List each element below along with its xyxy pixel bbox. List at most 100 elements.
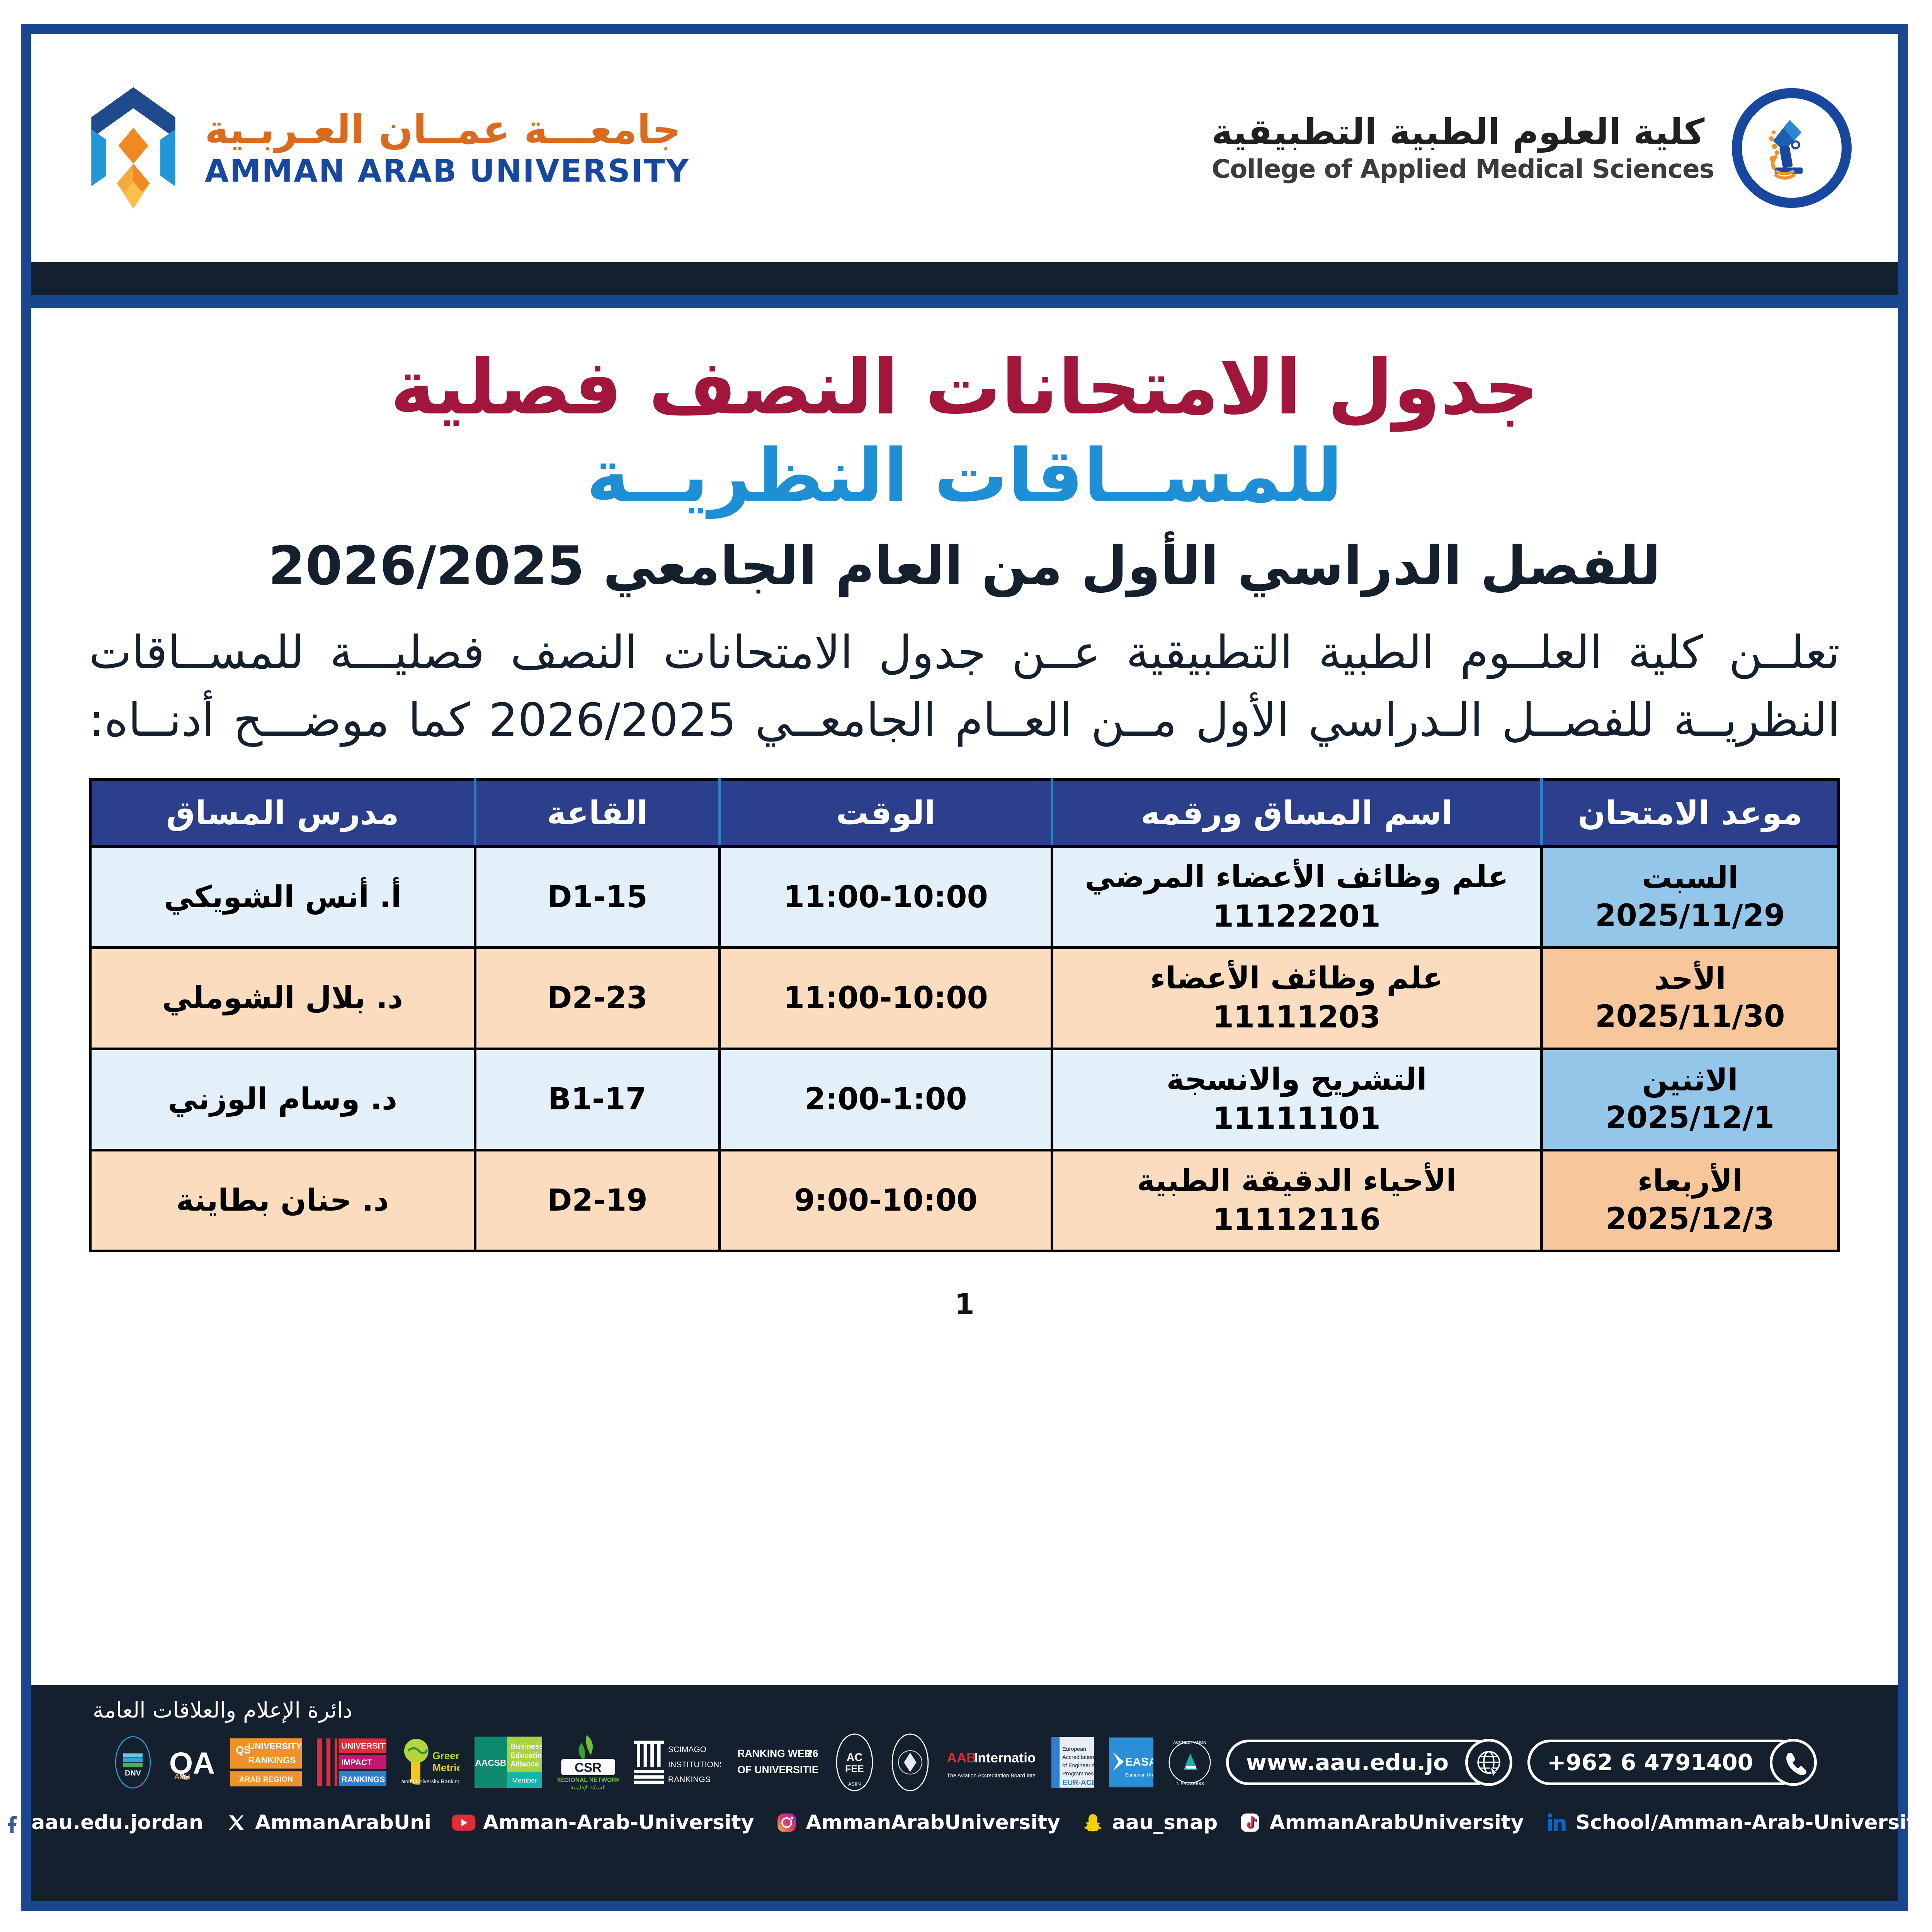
- column-header-date: موعد الامتحان: [1540, 778, 1840, 848]
- svg-text:European: European: [1063, 1746, 1087, 1752]
- cell-teacher: أ. أنس الشويكي: [89, 845, 476, 949]
- social-link-snapchat[interactable]: aau_snap: [1080, 1810, 1218, 1835]
- globe-icon: [1465, 1739, 1513, 1786]
- svg-text:AAB: AAB: [947, 1750, 976, 1765]
- svg-text:IN PROGRESS: IN PROGRESS: [1176, 1782, 1204, 1786]
- svg-text:World University Ranking: World University Ranking: [401, 1778, 459, 1784]
- table-head: موعد الامتحان اسم المساق ورقمه الوقت الق…: [89, 778, 1840, 848]
- exam-date: 2025/12/3: [1605, 1201, 1775, 1236]
- aqas-seal-icon: [890, 1733, 930, 1791]
- instagram-icon: [774, 1810, 799, 1835]
- svg-text:Business: Business: [510, 1743, 542, 1751]
- college-name-ar: كلية العلوم الطبية التطبيقية: [1211, 111, 1705, 153]
- social-link-youtube[interactable]: Amman-Arab-University: [451, 1810, 754, 1835]
- social-link-linkedin[interactable]: School/Amman-Arab-University: [1544, 1810, 1929, 1835]
- cell-course: علم وظائف الأعضاء 11111203: [1050, 946, 1543, 1050]
- ui-greenmetric-badge-icon: Green Metric World University Ranking: [401, 1733, 459, 1791]
- table-header-row: موعد الامتحان اسم المساق ورقمه الوقت الق…: [89, 778, 1840, 848]
- college-name-block: كلية العلوم الطبية التطبيقية College of …: [1211, 111, 1714, 184]
- csr-regional-network-badge-icon: CSR REGIONAL NETWORK الشبكة الإقليمية: [557, 1733, 619, 1791]
- exam-date: 2025/11/30: [1595, 999, 1785, 1034]
- intro-paragraph: تعلــن كلية العلــوم الطبية التطبيقية عـ…: [89, 625, 1840, 747]
- scimago-rankings-badge-icon: SCIMAGO INSTITUTIONS RANKINGS: [634, 1733, 721, 1791]
- page-title-primary: جدول الامتحانات النصف فصلية: [390, 344, 1539, 432]
- social-link-instagram[interactable]: AmmanArabUniversity: [774, 1810, 1060, 1835]
- svg-text:RANKING WEB: RANKING WEB: [738, 1748, 812, 1759]
- svg-text:Accreditation: Accreditation: [1063, 1754, 1094, 1760]
- snapchat-icon: [1080, 1810, 1105, 1835]
- cell-exam-date: الأحد 2025/11/30: [1540, 946, 1840, 1050]
- svg-text:RANKINGS: RANKINGS: [248, 1755, 296, 1765]
- course-name: علم وظائف الأعضاء المرضي: [1085, 860, 1509, 895]
- phone-label: +962 6 4791400: [1527, 1740, 1802, 1785]
- course-code: 11122201: [1213, 899, 1381, 934]
- svg-text:REGIONAL NETWORK: REGIONAL NETWORK: [557, 1777, 619, 1783]
- cell-exam-date: السبت 2025/11/29: [1540, 845, 1840, 949]
- asiin-seal-icon: AC FEE ASIIN: [834, 1733, 875, 1791]
- university-name-block: جامعـــة عمــان العـربـية AMMAN ARAB UNI…: [205, 109, 690, 187]
- x-handle: AmmanArabUni: [255, 1811, 432, 1834]
- easa-badge-icon: EASA European Union Aviation Safety: [1109, 1733, 1154, 1791]
- university-name-en: AMMAN ARAB UNIVERSITY: [205, 153, 690, 189]
- table-row: السبت 2025/11/29 علم وظائف الأعضاء المرض…: [89, 845, 1840, 949]
- exam-day: السبت: [1641, 861, 1738, 896]
- svg-text:Green: Green: [432, 1750, 459, 1761]
- page-number: 1: [954, 1288, 975, 1321]
- svg-text:OF UNIVERSITIES: OF UNIVERSITIES: [738, 1764, 819, 1776]
- cell-room: D2-23: [473, 946, 721, 1050]
- svg-text:ARAB REGION: ARAB REGION: [239, 1775, 293, 1784]
- svg-text:Alliance: Alliance: [510, 1760, 539, 1769]
- svg-text:INSTITUTIONS: INSTITUTIONS: [668, 1760, 721, 1769]
- svg-text:UNIVERSITY: UNIVERSITY: [248, 1741, 302, 1751]
- svg-text:RANKINGS: RANKINGS: [668, 1775, 711, 1784]
- website-pill[interactable]: www.aau.edu.jo: [1226, 1739, 1513, 1786]
- svg-text:SCIMAGO: SCIMAGO: [668, 1745, 707, 1754]
- svg-text:IMPACT: IMPACT: [342, 1758, 372, 1767]
- svg-text:Metric: Metric: [432, 1762, 459, 1774]
- exam-schedule-table: موعد الامتحان اسم المساق ورقمه الوقت الق…: [89, 778, 1840, 1253]
- cell-course: الأحياء الدقيقة الطبية 11112116: [1050, 1148, 1543, 1253]
- svg-text:International: International: [974, 1750, 1036, 1765]
- tiktok-icon: [1238, 1810, 1262, 1835]
- accreditation-badges-row: DNV QA AAU QS UNIVERSITY RANKING: [66, 1728, 1863, 1797]
- footer-department-label: دائرة الإعلام والعلاقات العامة: [93, 1698, 353, 1723]
- svg-text:EASA: EASA: [1125, 1756, 1153, 1769]
- social-link-facebook[interactable]: aau.edu.jordan: [0, 1810, 203, 1835]
- website-label: www.aau.edu.jo: [1226, 1740, 1498, 1785]
- page-title-secondary: للمســاقات النظريــة: [586, 433, 1343, 519]
- header-band: كلية العلوم الطبية التطبيقية College of …: [31, 34, 1898, 262]
- svg-text:Member: Member: [512, 1777, 537, 1784]
- college-name-en: College of Applied Medical Sciences: [1211, 154, 1714, 184]
- column-header-course: اسم المساق ورقمه: [1050, 778, 1543, 848]
- college-seal-icon: [1732, 88, 1852, 208]
- table-row: الأحد 2025/11/30 علم وظائف الأعضاء 11111…: [89, 946, 1840, 1050]
- svg-text:QA: QA: [169, 1746, 215, 1780]
- the-impact-rankings-badge-icon: UNIVERSITY IMPACT RANKINGS: [317, 1733, 387, 1791]
- facebook-handle: aau.edu.jordan: [31, 1811, 204, 1834]
- exam-date: 2025/12/1: [1605, 1100, 1775, 1136]
- exam-day: الأربعاء: [1637, 1164, 1743, 1199]
- social-link-x[interactable]: AmmanArabUni: [223, 1810, 431, 1835]
- svg-text:ACCREDITATION: ACCREDITATION: [1173, 1740, 1206, 1745]
- cell-teacher: د. وسام الوزني: [89, 1047, 476, 1151]
- svg-text:AC: AC: [847, 1751, 862, 1764]
- footer-band: دائرة الإعلام والعلاقات العامة DNV QA AA…: [8, 1685, 1929, 1901]
- svg-text:AAU: AAU: [174, 1772, 190, 1781]
- main-content: جدول الامتحانات النصف فصلية للمســاقات ا…: [31, 308, 1898, 1321]
- phone-pill[interactable]: +962 6 4791400: [1527, 1739, 1817, 1786]
- poster-frame: كلية العلوم الطبية التطبيقية College of …: [8, 24, 1929, 1911]
- instagram-handle: AmmanArabUniversity: [806, 1811, 1060, 1834]
- cell-room: D1-15: [473, 845, 721, 949]
- microscope-dna-icon: [1769, 120, 1803, 180]
- course-name: التشريح والانسجة: [1166, 1062, 1427, 1097]
- svg-text:Education: Education: [510, 1752, 542, 1760]
- svg-text:of Engineering: of Engineering: [1063, 1762, 1094, 1769]
- phone-icon: [1769, 1739, 1817, 1786]
- cell-room: D2-19: [473, 1148, 721, 1253]
- exam-day: الاثنين: [1642, 1063, 1738, 1098]
- svg-text:UNIVERSITY: UNIVERSITY: [342, 1742, 386, 1751]
- column-header-room: القاعة: [473, 778, 721, 848]
- social-link-tiktok[interactable]: AmmanArabUniversity: [1238, 1810, 1524, 1835]
- exam-day: الأحد: [1654, 961, 1726, 997]
